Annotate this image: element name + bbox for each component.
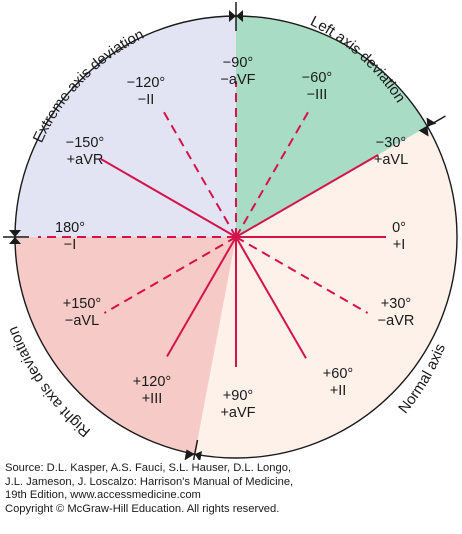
lead-label-neg120: −120° <box>127 75 165 91</box>
lead-label-90: +90° <box>223 388 253 404</box>
lead-labels: 0° +I +30° −aVR +60° +II +90° +aVF +120°… <box>55 55 414 421</box>
copyright-line: Copyright © McGraw-Hill Education. All r… <box>5 502 280 515</box>
lead-name-180: −I <box>64 237 77 253</box>
hexaxial-diagram: Extreme axis deviation Left axis deviati… <box>3 2 458 460</box>
lead-axis-line <box>160 106 237 238</box>
lead-name-neg30: +aVL <box>374 152 408 168</box>
source-line: 19th Edition, www.accessmedicine.com <box>5 489 201 502</box>
lead-label-180: 180° <box>55 220 85 236</box>
lead-label-neg60: −60° <box>302 70 332 86</box>
lead-label-neg30: −30° <box>376 135 406 151</box>
source-citation: Source: D.L. Kasper, A.S. Fauci, S.L. Ha… <box>5 462 460 516</box>
lead-label-0: 0° <box>392 220 406 236</box>
lead-name-90: +aVF <box>220 405 255 421</box>
lead-name-0: +I <box>393 237 406 253</box>
lead-axis-line <box>100 158 237 238</box>
source-line: J.L. Jameson, J. Loscalzo: Harrison's Ma… <box>5 475 294 488</box>
lead-name-60: +II <box>330 383 347 399</box>
lead-name-150: −aVL <box>65 313 99 329</box>
lead-name-30: −aVR <box>378 313 415 329</box>
lead-axis-line <box>235 236 369 314</box>
extreme-axis-sector <box>15 16 236 237</box>
lead-name-neg60: −III <box>307 87 328 103</box>
lead-name-neg150: +aVR <box>67 152 104 168</box>
right-axis-sector <box>15 237 236 455</box>
lead-name-neg90: −aVF <box>220 72 255 88</box>
lead-label-150: +150° <box>63 296 101 312</box>
lead-label-neg90: −90° <box>223 55 253 71</box>
lead-axis-line <box>235 236 307 359</box>
lead-axis-line <box>235 106 312 238</box>
boundary-arrowheads <box>9 10 437 460</box>
lead-axis-line <box>166 236 237 358</box>
lead-axis-line <box>235 154 379 238</box>
lead-axis-line <box>103 236 237 314</box>
lead-name-neg120: −II <box>138 92 155 108</box>
source-line: Source: D.L. Kasper, A.S. Fauci, S.L. Ha… <box>5 462 292 474</box>
lead-label-30: +30° <box>381 296 411 312</box>
lead-label-neg150: −150° <box>66 135 104 151</box>
lead-label-120: +120° <box>133 374 171 390</box>
lead-name-120: +III <box>142 391 163 407</box>
left-axis-sector <box>236 15 428 237</box>
normal-axis-sector <box>194 126 457 458</box>
lead-axes <box>38 81 386 367</box>
lead-label-60: +60° <box>323 366 353 382</box>
